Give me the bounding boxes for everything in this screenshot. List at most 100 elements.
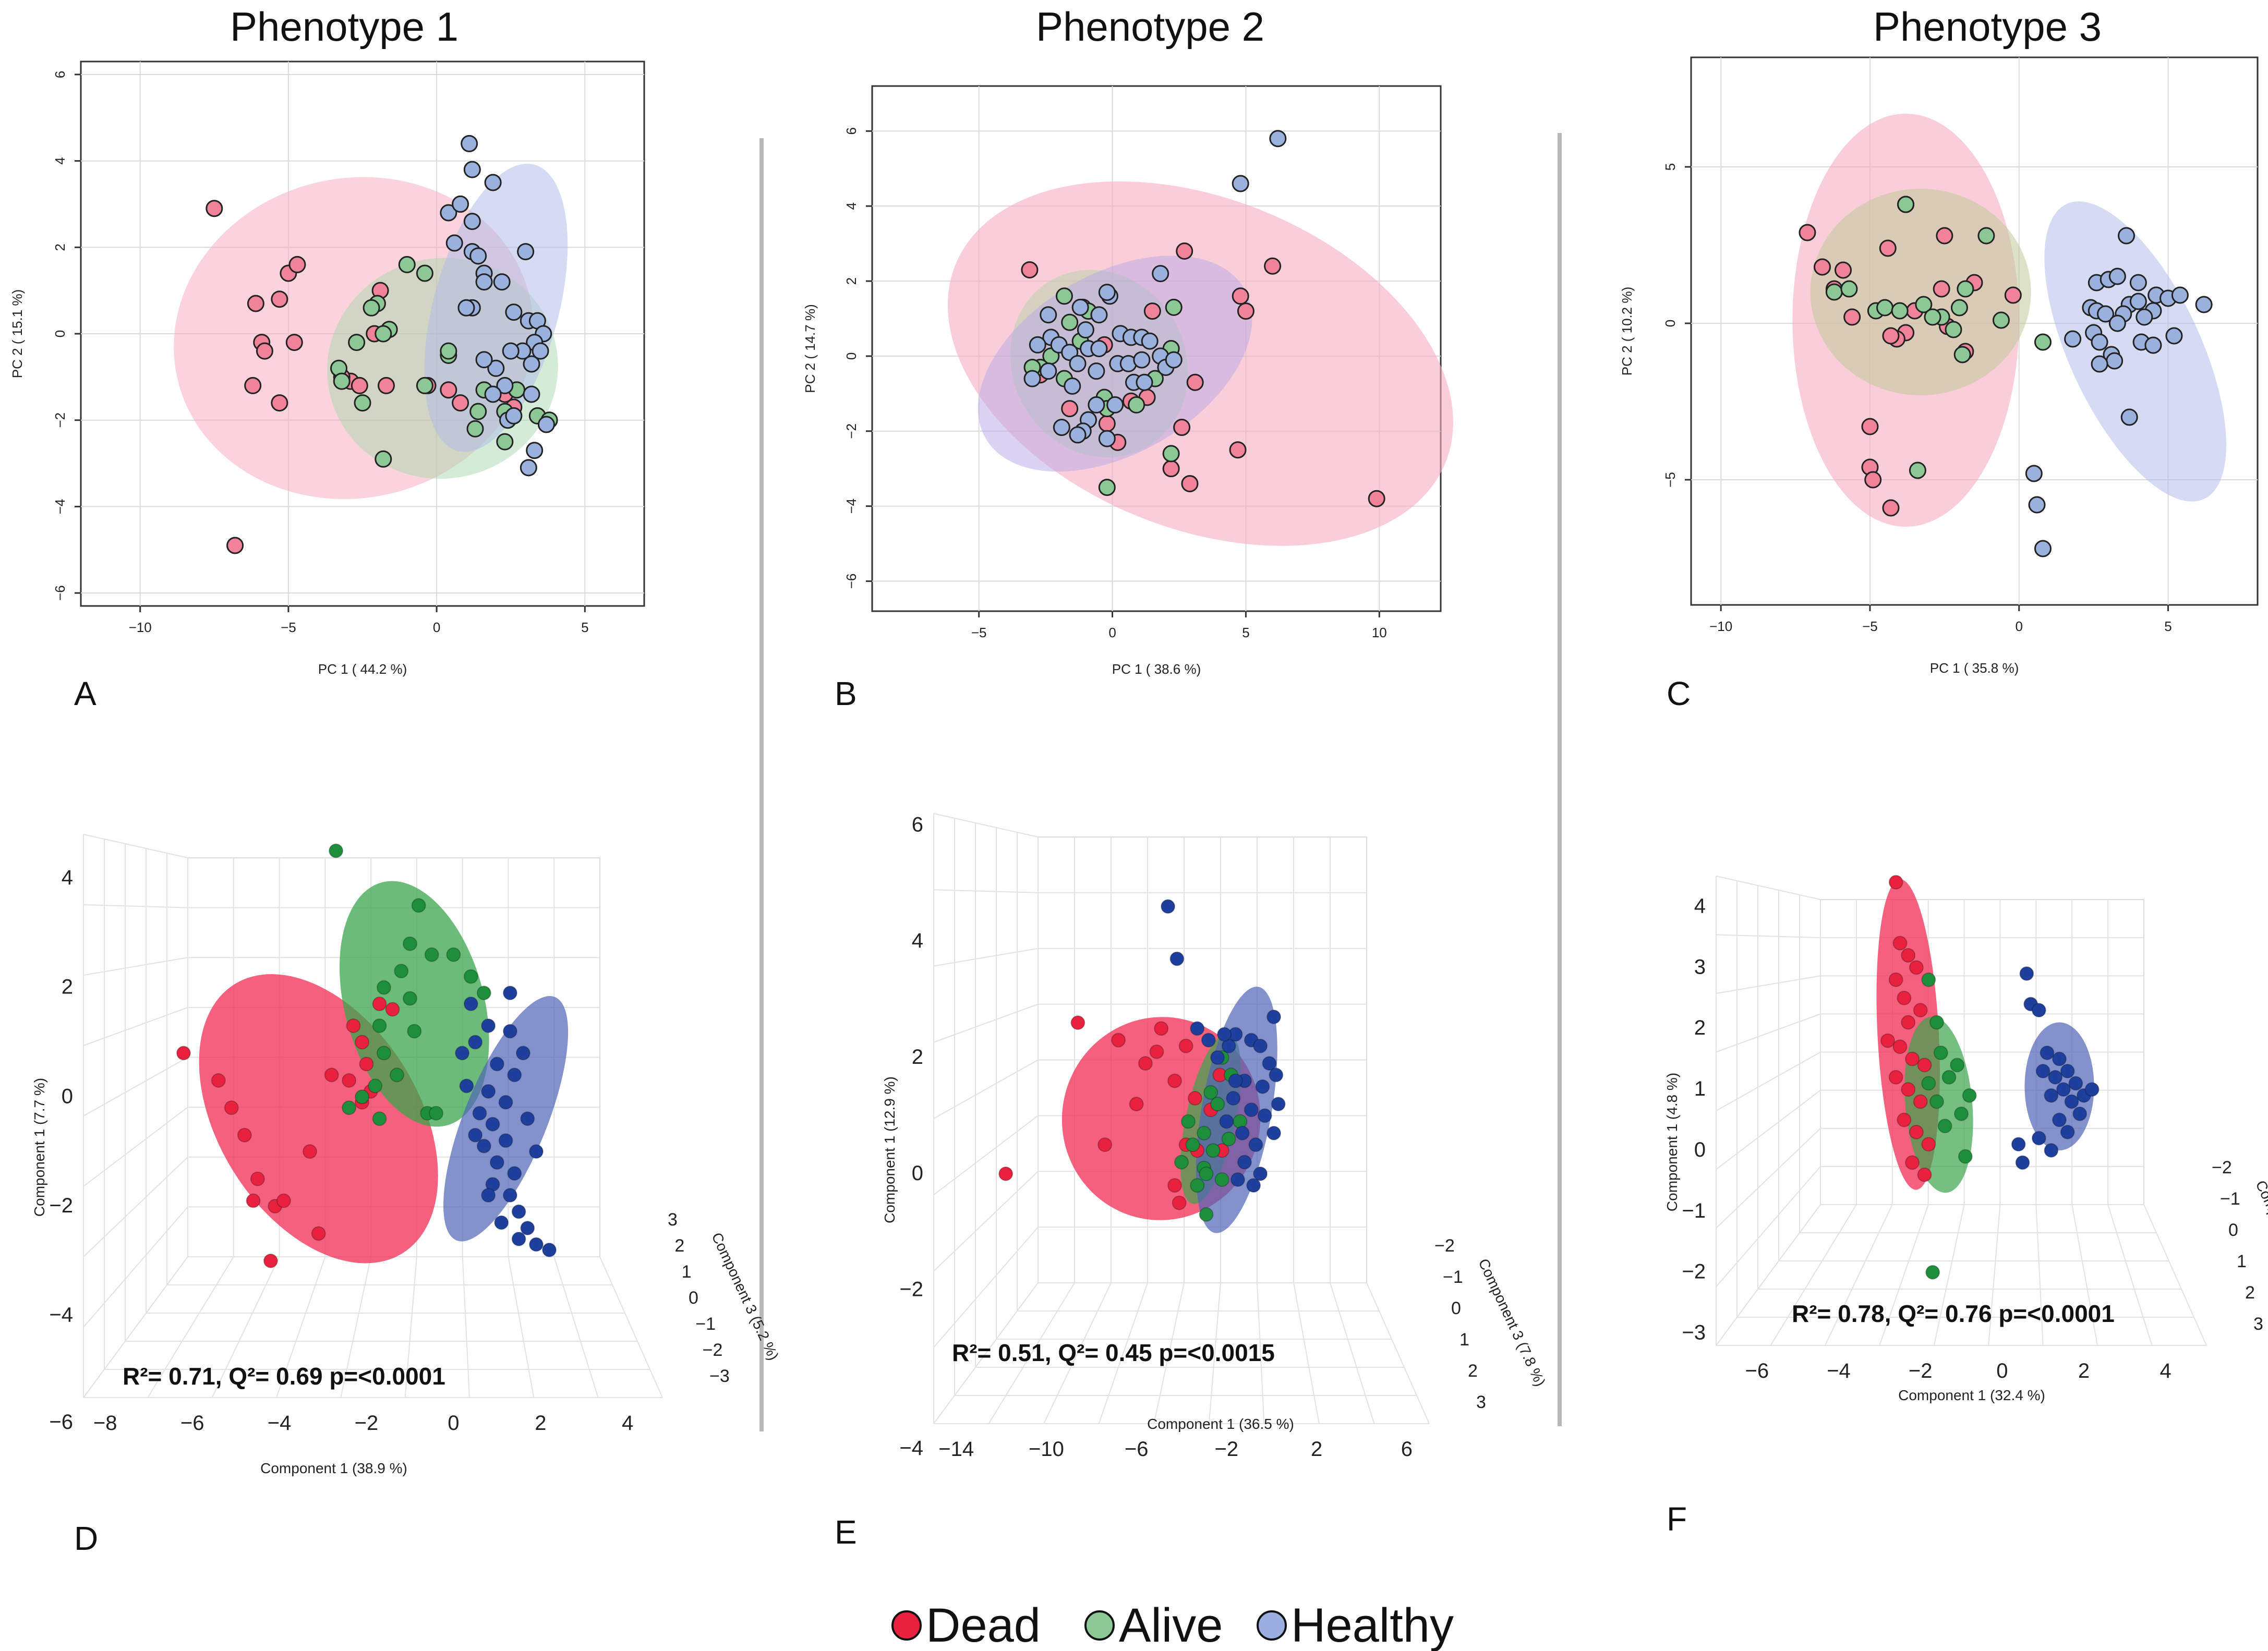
data-point-healthy <box>1230 1172 1245 1187</box>
data-point-alive <box>1925 1265 1940 1280</box>
data-point-healthy <box>481 1084 496 1099</box>
data-point-alive <box>476 986 491 1001</box>
data-point-dead <box>256 342 273 360</box>
x-tick-label: −14 <box>938 1438 974 1461</box>
y-tick-label: 2 <box>912 1046 923 1069</box>
data-point-healthy <box>455 1046 470 1061</box>
confidence-ellipse-healthy <box>424 164 568 452</box>
data-point-healthy <box>2052 1051 2067 1066</box>
data-point-alive <box>355 1089 370 1104</box>
data-point-healthy <box>461 135 478 152</box>
data-point-alive <box>1921 972 1936 987</box>
data-point-healthy <box>1228 1073 1243 1088</box>
y-tick-label: 0 <box>62 1085 73 1108</box>
y-axis-label: PC 2 ( 14.7 %) <box>802 304 818 393</box>
x-tick-label: 0 <box>448 1412 459 1435</box>
y-tick-label: 2 <box>62 976 73 999</box>
data-point-alive <box>1221 1132 1236 1146</box>
y-tick-label: −4 <box>899 1437 923 1460</box>
data-point-healthy <box>520 1111 535 1126</box>
side-wall-gridline <box>1716 934 1821 939</box>
data-point-dead <box>1897 1112 1912 1127</box>
y-tick-label: −1 <box>1682 1199 1706 1222</box>
data-point-alive <box>368 1078 383 1094</box>
z-tick-label: 3 <box>1476 1392 1486 1412</box>
data-point-alive <box>1128 396 1145 414</box>
data-point-alive <box>342 1100 357 1115</box>
panel-label-f: F <box>1667 1500 1687 1538</box>
data-point-healthy <box>505 304 523 321</box>
side-wall-gridline <box>933 948 1039 967</box>
z-tick-label: −1 <box>695 1314 716 1334</box>
data-point-dead <box>1186 373 1204 391</box>
floor-gridline <box>508 1256 535 1398</box>
x-axis-label: PC 1 ( 35.8 %) <box>1930 660 2019 676</box>
data-point-alive <box>1825 283 1843 301</box>
z-tick-label: 0 <box>689 1288 698 1308</box>
column-title-phenotype-1: Phenotype 1 <box>230 4 459 50</box>
data-point-healthy <box>2144 336 2162 354</box>
x-axis-label: Component 1 (38.9 %) <box>260 1460 407 1476</box>
data-point-healthy <box>484 174 502 191</box>
data-point-healthy <box>511 1231 526 1246</box>
data-point-healthy <box>2108 268 2126 285</box>
legend: Dead Alive Healthy <box>891 1599 1454 1651</box>
x-tick-label: 4 <box>2160 1359 2172 1382</box>
y-axis-label: PC 2 ( 15.1 %) <box>9 289 25 379</box>
data-point-alive <box>1897 196 1915 213</box>
floor-gridline <box>2071 1204 2098 1346</box>
data-point-healthy <box>2034 540 2052 557</box>
data-point-healthy <box>2019 966 2034 981</box>
data-point-alive <box>496 433 514 451</box>
data-point-alive <box>446 947 461 962</box>
data-point-dead <box>311 1226 326 1241</box>
data-point-alive <box>372 1111 387 1126</box>
data-point-healthy <box>485 1116 500 1132</box>
data-point-healthy <box>1235 1125 1250 1140</box>
side-wall-gridline <box>83 957 188 976</box>
data-point-healthy <box>1232 175 1249 192</box>
x-tick-label: −10 <box>1709 618 1732 634</box>
floor-gridline <box>1770 1204 1857 1346</box>
data-point-alive <box>354 394 371 412</box>
data-point-healthy <box>1098 430 1116 447</box>
data-point-dead <box>1861 418 1879 435</box>
data-point-alive <box>1958 1149 1973 1164</box>
data-point-dead <box>1172 1195 1187 1210</box>
data-point-healthy <box>498 1133 513 1148</box>
data-point-healthy <box>1248 1137 1263 1152</box>
data-point-dead <box>1892 936 1908 951</box>
side-wall-gridline <box>83 834 188 858</box>
data-point-alive <box>348 334 366 351</box>
y-tick-label: −2 <box>52 412 68 428</box>
data-point-healthy <box>489 1057 504 1072</box>
floor-gridline <box>1988 1204 2001 1346</box>
data-point-dead <box>1901 948 1916 963</box>
confidence-ellipsoid-alive <box>339 881 489 1127</box>
data-point-alive <box>1933 1045 1948 1060</box>
data-point-alive <box>1199 1166 1214 1181</box>
data-point-alive <box>411 898 426 913</box>
y-tick-label: 0 <box>912 1162 923 1185</box>
data-point-alive <box>2034 333 2052 351</box>
chart-b: −5 0 5 10 −6 −4 −2 0 2 4 6 PC 1 ( 38.6 %) PC 2 ( 14.… <box>802 85 1453 712</box>
z-tick-label: 0 <box>2228 1220 2238 1240</box>
data-point-healthy <box>1253 1166 1268 1181</box>
data-point-healthy <box>2035 1064 2050 1079</box>
data-point-dead <box>1917 1167 1932 1182</box>
data-point-alive <box>1929 1015 1944 1030</box>
data-point-alive <box>1162 445 1180 463</box>
data-point-alive <box>1992 311 2010 329</box>
data-point-healthy <box>528 1237 544 1252</box>
series-healthy <box>2025 227 2213 557</box>
data-point-healthy <box>468 1127 483 1143</box>
side-wall-gridline <box>1716 1089 1821 1170</box>
floor-gridline <box>2143 1204 2207 1346</box>
data-point-dead <box>1111 1033 1126 1048</box>
data-point-healthy <box>1237 1155 1252 1170</box>
data-point-healthy <box>2108 314 2126 332</box>
chart-f: −3 −2 −1 0 1 2 3 4 −6 −4 −2 0 2 4 −2 −1 0 1 2 3 Component 1 … <box>1664 875 2268 1538</box>
data-point-healthy <box>2091 333 2108 351</box>
data-point-dead <box>285 334 303 351</box>
data-point-alive <box>1924 308 1941 326</box>
